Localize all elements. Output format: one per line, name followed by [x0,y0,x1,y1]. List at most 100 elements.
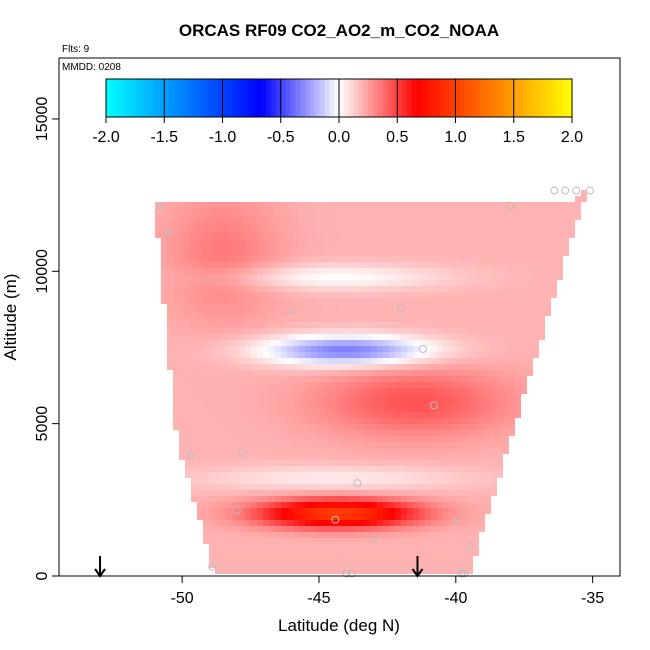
heat-cell [251,550,257,556]
heat-cell [365,454,371,460]
heat-cell [443,358,449,364]
heat-cell [503,244,509,250]
heat-cell [449,244,455,250]
heat-cell [323,478,329,484]
heat-cell [407,400,413,406]
heat-cell [449,382,455,388]
heat-cell [251,220,257,226]
heat-cell [317,550,323,556]
heat-cell [263,502,269,508]
heat-cell [413,364,419,370]
heat-cell [485,256,491,262]
heat-cell [269,526,275,532]
heat-cell [389,340,395,346]
heat-cell [167,238,173,244]
heat-cell [239,436,245,442]
heat-cell [371,430,377,436]
heat-cell [455,328,461,334]
heat-cell [401,430,407,436]
heat-cell [359,310,365,316]
heat-cell [197,250,203,256]
heat-cell [269,232,275,238]
heat-cell [413,358,419,364]
heat-cell [215,460,221,466]
heat-cell [281,496,287,502]
heat-cell [371,556,377,562]
heat-cell [239,466,245,472]
heat-cell [521,214,527,220]
heat-cell [425,550,431,556]
heat-cell [425,346,431,352]
heat-cell [173,244,179,250]
heat-cell [179,292,185,298]
heat-cell [221,358,227,364]
heat-cell [323,364,329,370]
sample-point [429,401,438,410]
heat-cell [275,220,281,226]
heat-cell [185,256,191,262]
heat-cell [389,286,395,292]
heat-cell [221,454,227,460]
heat-cell [287,268,293,274]
colorbar-swatch [115,79,122,117]
heat-cell [437,466,443,472]
heat-cell [287,460,293,466]
heat-cell [185,442,191,448]
heat-cell [209,226,215,232]
heat-cell [407,562,413,568]
heat-cell [425,568,431,574]
heat-cell [401,226,407,232]
heat-cell [509,328,515,334]
heat-cell [395,286,401,292]
heat-cell [365,526,371,532]
heat-cell [485,304,491,310]
heat-cell [497,466,503,472]
heat-cell [401,442,407,448]
heat-cell [467,484,473,490]
heat-cell [233,298,239,304]
heat-cell [221,472,227,478]
heat-cell [305,208,311,214]
heat-cell [317,322,323,328]
heat-cell [233,430,239,436]
heat-cell [455,412,461,418]
heat-cell [305,544,311,550]
heat-cell [455,436,461,442]
heat-cell [419,508,425,514]
heat-cell [203,400,209,406]
heat-cell [359,544,365,550]
heat-cell [257,364,263,370]
heat-cell [251,208,257,214]
heat-cell [203,406,209,412]
heat-cell [383,436,389,442]
heat-cell [389,208,395,214]
heat-cell [491,244,497,250]
heat-cell [251,298,257,304]
heat-cell [341,382,347,388]
heat-cell [281,502,287,508]
heat-cell [371,376,377,382]
heat-cell [269,484,275,490]
heat-cell [245,334,251,340]
heat-cell [251,382,257,388]
heat-cell [395,442,401,448]
heat-cell [203,496,209,502]
heat-cell [209,406,215,412]
heat-cell [365,244,371,250]
heat-cell [371,316,377,322]
heat-cell [221,436,227,442]
heat-cell [227,202,233,208]
heat-cell [413,556,419,562]
heat-cell [383,484,389,490]
heat-cell [305,214,311,220]
heat-cell [353,532,359,538]
heat-cell [449,292,455,298]
heat-cell [281,238,287,244]
heat-cell [233,268,239,274]
heat-cell [545,304,551,310]
heat-cell [371,334,377,340]
heat-cell [527,316,533,322]
colorbar-swatch [523,79,529,117]
heat-cell [461,226,467,232]
heat-cell [311,430,317,436]
